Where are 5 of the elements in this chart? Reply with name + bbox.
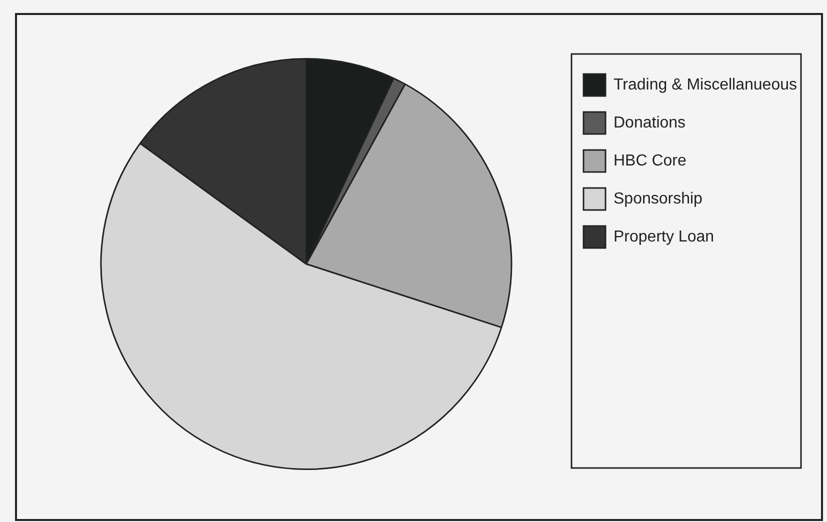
legend-label: Donations [614,114,686,132]
legend-label: Property Loan [614,228,714,246]
legend-label: Trading & Miscellanueous [614,76,797,94]
legend-label: HBC Core [614,152,687,170]
legend-label: Sponsorship [614,190,703,208]
